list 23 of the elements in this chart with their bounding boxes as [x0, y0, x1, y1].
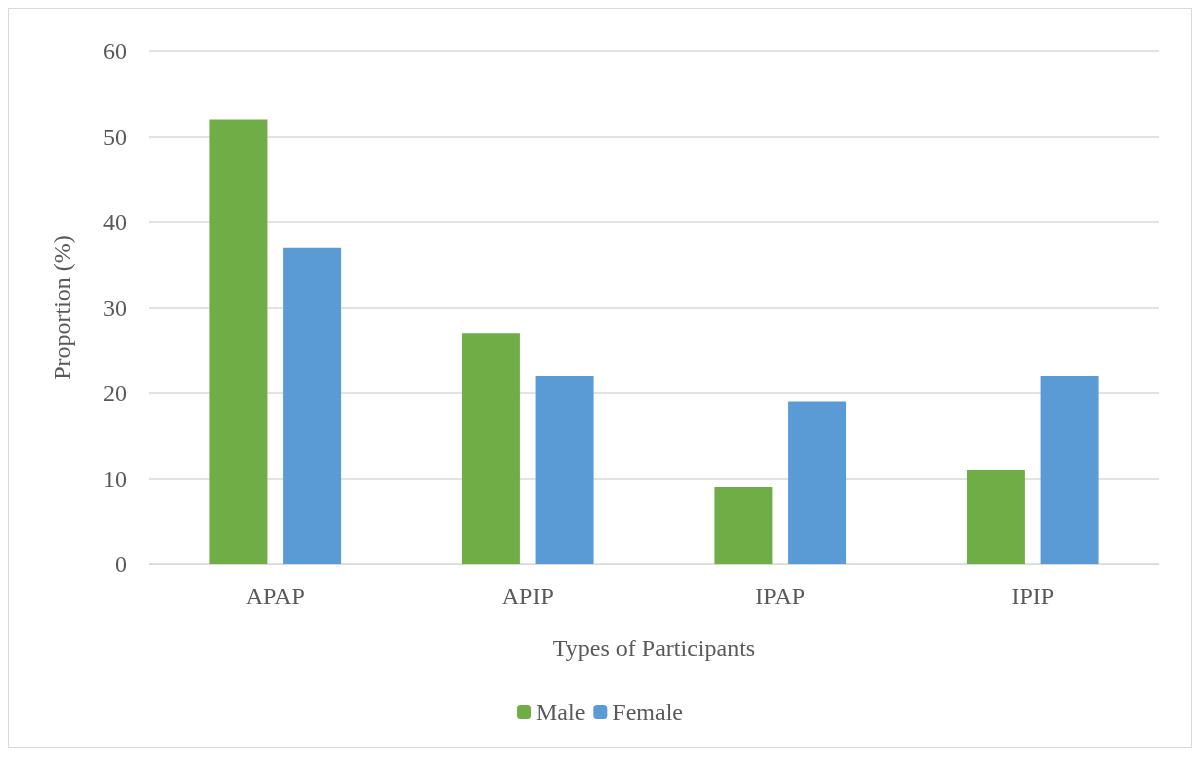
- bar: [966, 469, 1025, 564]
- x-tick-label: APIP: [501, 583, 554, 609]
- x-tick-label: IPIP: [1011, 583, 1055, 609]
- y-axis-title: Proportion (%): [49, 235, 75, 380]
- bar: [788, 401, 847, 564]
- y-tick-label: 60: [103, 38, 127, 64]
- bar: [461, 333, 520, 564]
- y-tick-label: 50: [103, 123, 127, 150]
- y-tick-label: 0: [115, 551, 127, 577]
- x-tick-label: APAP: [245, 583, 305, 609]
- y-tick-label: 10: [103, 465, 127, 492]
- legend-label: Female: [612, 699, 683, 725]
- y-tick-label: 30: [103, 294, 127, 321]
- bar: [283, 247, 342, 564]
- bar: [1040, 375, 1099, 564]
- bar: [209, 119, 268, 564]
- x-tick-label: IPAP: [755, 583, 806, 609]
- y-tick-label: 40: [103, 209, 127, 235]
- x-axis-title: Types of Participants: [552, 635, 756, 661]
- bar: [535, 375, 594, 564]
- legend-label: Male: [536, 699, 586, 725]
- y-tick-label: 20: [103, 380, 127, 406]
- bar: [714, 487, 773, 564]
